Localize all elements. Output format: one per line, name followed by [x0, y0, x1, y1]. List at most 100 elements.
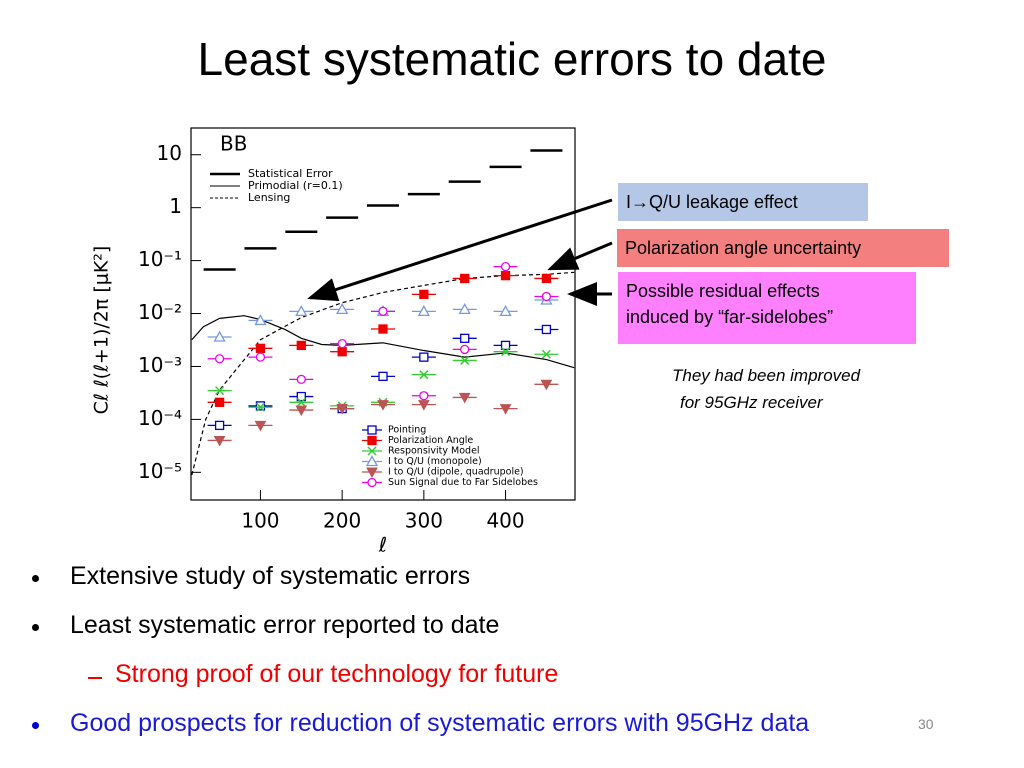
marker	[255, 402, 265, 412]
x-tick-label: 400	[486, 509, 524, 533]
data-point	[411, 400, 436, 411]
marker	[254, 420, 267, 432]
data-point	[248, 401, 273, 411]
marker	[337, 338, 347, 349]
y-tick-label: 10⁻⁵	[138, 459, 182, 483]
data-point	[452, 392, 477, 404]
data-point	[330, 338, 355, 349]
data-point	[411, 289, 436, 300]
marker	[337, 347, 347, 357]
data-point	[207, 435, 232, 447]
y-axis-label: Cℓ ℓ(ℓ+1)/2π [μK²]	[91, 246, 113, 415]
marker	[213, 435, 226, 447]
data-point	[371, 306, 395, 316]
marker	[419, 289, 429, 300]
data-point	[452, 303, 477, 314]
marker	[377, 400, 389, 411]
data-point	[289, 340, 314, 351]
marker	[418, 400, 430, 411]
data-point	[248, 402, 273, 412]
legend-label: Responsivity Model	[388, 446, 480, 457]
data-point	[411, 370, 436, 380]
legend-label: I to Q/U (dipole, quadrupole)	[388, 467, 524, 478]
data-point	[207, 397, 232, 407]
marker	[499, 305, 512, 316]
marker	[214, 354, 225, 364]
marker	[255, 352, 266, 362]
sub-bullet-dash	[88, 677, 102, 679]
marker	[336, 303, 349, 314]
marker	[419, 352, 429, 362]
marker	[499, 404, 512, 415]
slide-title: Least systematic errors to date	[197, 33, 827, 85]
data-point	[534, 324, 559, 335]
marker	[458, 303, 471, 314]
marker	[295, 305, 308, 316]
bullet-dot	[32, 575, 39, 582]
bullet-dot	[32, 624, 39, 631]
data-point	[289, 397, 314, 407]
marker	[378, 306, 388, 316]
marker	[367, 446, 377, 456]
marker	[500, 270, 511, 281]
marker	[541, 273, 552, 284]
marker	[378, 371, 388, 382]
data-point	[452, 344, 477, 355]
data-point	[248, 314, 273, 326]
data-point	[371, 371, 395, 382]
y-tick-label: 10⁻⁴	[138, 406, 182, 430]
data-point	[534, 379, 559, 391]
marker	[541, 324, 552, 335]
legend-label: Lensing	[248, 191, 290, 204]
legend-label: Primodial (r=0.1)	[248, 179, 343, 192]
data-point	[289, 405, 314, 417]
marker	[255, 401, 266, 411]
data-point	[248, 420, 273, 432]
marker	[501, 347, 511, 357]
marker	[541, 291, 552, 302]
data-point	[371, 400, 395, 411]
marker	[367, 435, 377, 446]
marker	[500, 340, 511, 351]
marker	[367, 425, 377, 435]
data-point	[207, 420, 232, 431]
data-point	[207, 354, 232, 364]
data-point	[493, 404, 518, 415]
x-axis-label: ℓ	[378, 533, 387, 557]
data-point	[534, 291, 559, 302]
arrow	[547, 241, 613, 271]
marker	[419, 391, 429, 401]
data-point	[411, 305, 436, 316]
marker	[214, 420, 225, 431]
marker	[213, 330, 226, 342]
data-point	[534, 349, 559, 359]
data-point	[207, 330, 232, 342]
bullet: Least systematic error reported to date	[70, 611, 500, 639]
marker	[378, 324, 388, 334]
bullet-dot	[32, 722, 39, 729]
marker	[540, 379, 553, 391]
data-point	[493, 261, 518, 272]
marker	[366, 467, 378, 479]
note: They had been improved	[672, 366, 861, 385]
y-tick-label: 10⁻²	[138, 300, 182, 324]
legend-label: Pointing	[388, 425, 426, 436]
x-tick-label: 300	[405, 509, 443, 533]
marker	[215, 386, 225, 396]
marker	[419, 370, 429, 380]
x-tick-label: 100	[241, 509, 279, 533]
line	[191, 315, 575, 369]
marker	[336, 404, 348, 415]
marker	[254, 314, 267, 326]
callout-line: induced by “far-sidelobes”	[626, 307, 834, 327]
legend-label: Statistical Error	[248, 167, 333, 180]
data-point	[493, 347, 518, 357]
callout: I→Q/U leakage effect	[618, 183, 868, 221]
panel-label: BB	[220, 132, 247, 156]
callout: Polarization angle uncertainty	[617, 229, 949, 267]
marker	[460, 355, 470, 365]
bullet: Extensive study of systematic errors	[70, 562, 471, 590]
callout: Possible residual effects induced by “fa…	[618, 272, 916, 344]
